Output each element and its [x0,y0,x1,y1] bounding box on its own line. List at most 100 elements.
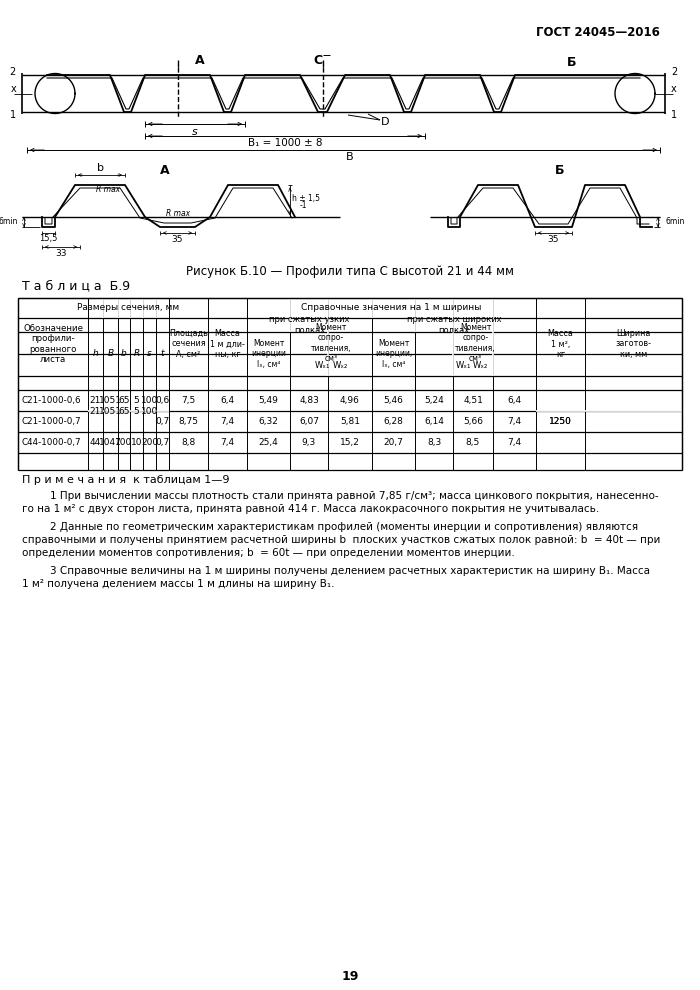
Text: Б: Б [555,163,565,176]
Text: Масса
1 м²,
кг: Масса 1 м², кг [547,329,573,359]
Text: 7,4: 7,4 [220,438,234,447]
Text: Площадь
сечения
А, см²: Площадь сечения А, см² [169,329,208,359]
Text: Момент
сопро-
тивления,
см³: Момент сопро- тивления, см³ [311,323,351,363]
Text: R max: R max [96,185,120,194]
Text: 10: 10 [131,438,142,447]
Text: 6,4: 6,4 [220,396,234,405]
Text: 8,5: 8,5 [466,438,480,447]
Text: 3 Справочные величины на 1 м ширины получены делением расчетных характеристик на: 3 Справочные величины на 1 м ширины полу… [50,566,650,576]
Text: при сжатых широких
полках: при сжатых широких полках [407,315,501,335]
Text: 5: 5 [134,407,139,416]
Text: 4,96: 4,96 [340,396,360,405]
Text: B: B [346,152,354,162]
Text: 35: 35 [547,235,559,244]
Text: 6,07: 6,07 [299,417,319,426]
Text: 1: 1 [671,110,677,120]
Text: 8,3: 8,3 [427,438,441,447]
Text: 44: 44 [90,438,101,447]
Text: 6,28: 6,28 [384,417,403,426]
Text: 1250: 1250 [549,417,572,426]
Text: 5,24: 5,24 [424,396,444,405]
Text: Момент
сопро-
тивления,
см³: Момент сопро- тивления, см³ [455,323,496,363]
Text: определении моментов сопротивления; b  = 60t — при определении моментов инерции.: определении моментов сопротивления; b = … [22,548,514,558]
Text: b: b [121,349,127,358]
Text: С44-1000-0,7: С44-1000-0,7 [21,438,80,447]
Text: Wₓ₁: Wₓ₁ [314,360,330,369]
Text: А: А [195,53,205,66]
Text: 25,4: 25,4 [258,438,279,447]
Text: s: s [192,127,198,137]
Text: 6min: 6min [666,218,685,227]
Text: 1 При вычислении массы плотность стали принята равной 7,85 г/см³; масса цинковог: 1 При вычислении массы плотность стали п… [50,491,659,501]
Text: 200: 200 [141,438,158,447]
Text: А: А [160,163,170,176]
Text: x: x [10,84,16,94]
Text: при сжатых узких
полках: при сжатых узких полках [270,315,350,335]
Text: Рисунок Б.10 — Профили типа С высотой 21 и 44 мм: Рисунок Б.10 — Профили типа С высотой 21… [186,265,514,278]
Text: го на 1 м² с двух сторон листа, принята равной 414 г. Масса лакокрасочного покры: го на 1 м² с двух сторон листа, принята … [22,504,599,514]
Text: Справочные значения на 1 м ширины: Справочные значения на 1 м ширины [301,304,482,313]
Text: b: b [97,163,104,173]
Text: R: R [134,349,139,358]
Text: Момент
инерции,
Iₓ, см⁴: Момент инерции, Iₓ, см⁴ [375,340,412,369]
Text: 6,14: 6,14 [424,417,444,426]
Text: 5: 5 [134,396,139,405]
Text: 6,4: 6,4 [508,396,522,405]
Text: 2: 2 [10,67,16,77]
Text: 21: 21 [90,407,102,416]
Text: 8,75: 8,75 [178,417,199,426]
Text: 35: 35 [172,235,183,244]
Text: 1051: 1051 [99,407,122,416]
Text: 65: 65 [118,407,130,416]
Text: 20,7: 20,7 [384,438,403,447]
Text: 2 Данные по геометрическим характеристикам профилей (моменты инерции и сопротивл: 2 Данные по геометрическим характеристик… [50,522,638,532]
Text: 100: 100 [116,438,132,447]
Text: Масса
1 м дли-
ны, кг: Масса 1 м дли- ны, кг [210,329,245,359]
Text: 0,6: 0,6 [155,396,169,405]
Text: t: t [161,349,164,358]
Text: 5,46: 5,46 [384,396,403,405]
Text: 6min: 6min [0,218,18,227]
Text: D: D [381,117,389,127]
Text: s: s [147,349,152,358]
Text: Wₓ₂: Wₓ₂ [332,360,348,369]
Text: 1047: 1047 [99,438,122,447]
Text: -1: -1 [300,201,307,210]
Text: 19: 19 [342,969,358,982]
Text: Wₓ₂: Wₓ₂ [473,360,488,369]
Text: П р и м е ч а н и я  к таблицам 1—9: П р и м е ч а н и я к таблицам 1—9 [22,475,230,485]
Text: 0,7: 0,7 [155,438,169,447]
Text: Б: Б [567,55,577,68]
Text: 7,4: 7,4 [508,417,522,426]
Text: h ± 1,5: h ± 1,5 [292,193,320,203]
Text: С: С [314,53,323,66]
Text: 7,4: 7,4 [220,417,234,426]
Text: С21-1000-0,6: С21-1000-0,6 [21,396,80,405]
Text: 21: 21 [90,396,102,405]
Text: 100: 100 [141,407,158,416]
Text: 7,4: 7,4 [508,438,522,447]
Text: 1: 1 [10,110,16,120]
Text: 100: 100 [141,396,158,405]
Text: 65: 65 [118,396,130,405]
Text: 6,32: 6,32 [258,417,279,426]
Text: Обозначение
профили-
рованного
листа: Обозначение профили- рованного листа [23,324,83,364]
Text: B: B [107,349,113,358]
Text: Т а б л и ц а  Б.9: Т а б л и ц а Б.9 [22,279,130,292]
Text: x: x [671,84,677,94]
Text: R max: R max [166,209,190,218]
Text: 8,8: 8,8 [181,438,195,447]
Text: 15,5: 15,5 [39,235,57,244]
Text: 4,51: 4,51 [463,396,483,405]
Text: 5,81: 5,81 [340,417,360,426]
Text: 5,49: 5,49 [258,396,279,405]
Text: 4,83: 4,83 [299,396,319,405]
Text: Размеры сечения, мм: Размеры сечения, мм [78,304,180,313]
Text: Wₓ₁: Wₓ₁ [456,360,471,369]
Text: 7,5: 7,5 [181,396,195,405]
Text: 33: 33 [55,248,66,257]
Text: ГОСТ 24045—2016: ГОСТ 24045—2016 [536,26,660,39]
Text: 9,3: 9,3 [302,438,316,447]
Text: 1051: 1051 [99,396,122,405]
Text: 5,66: 5,66 [463,417,483,426]
